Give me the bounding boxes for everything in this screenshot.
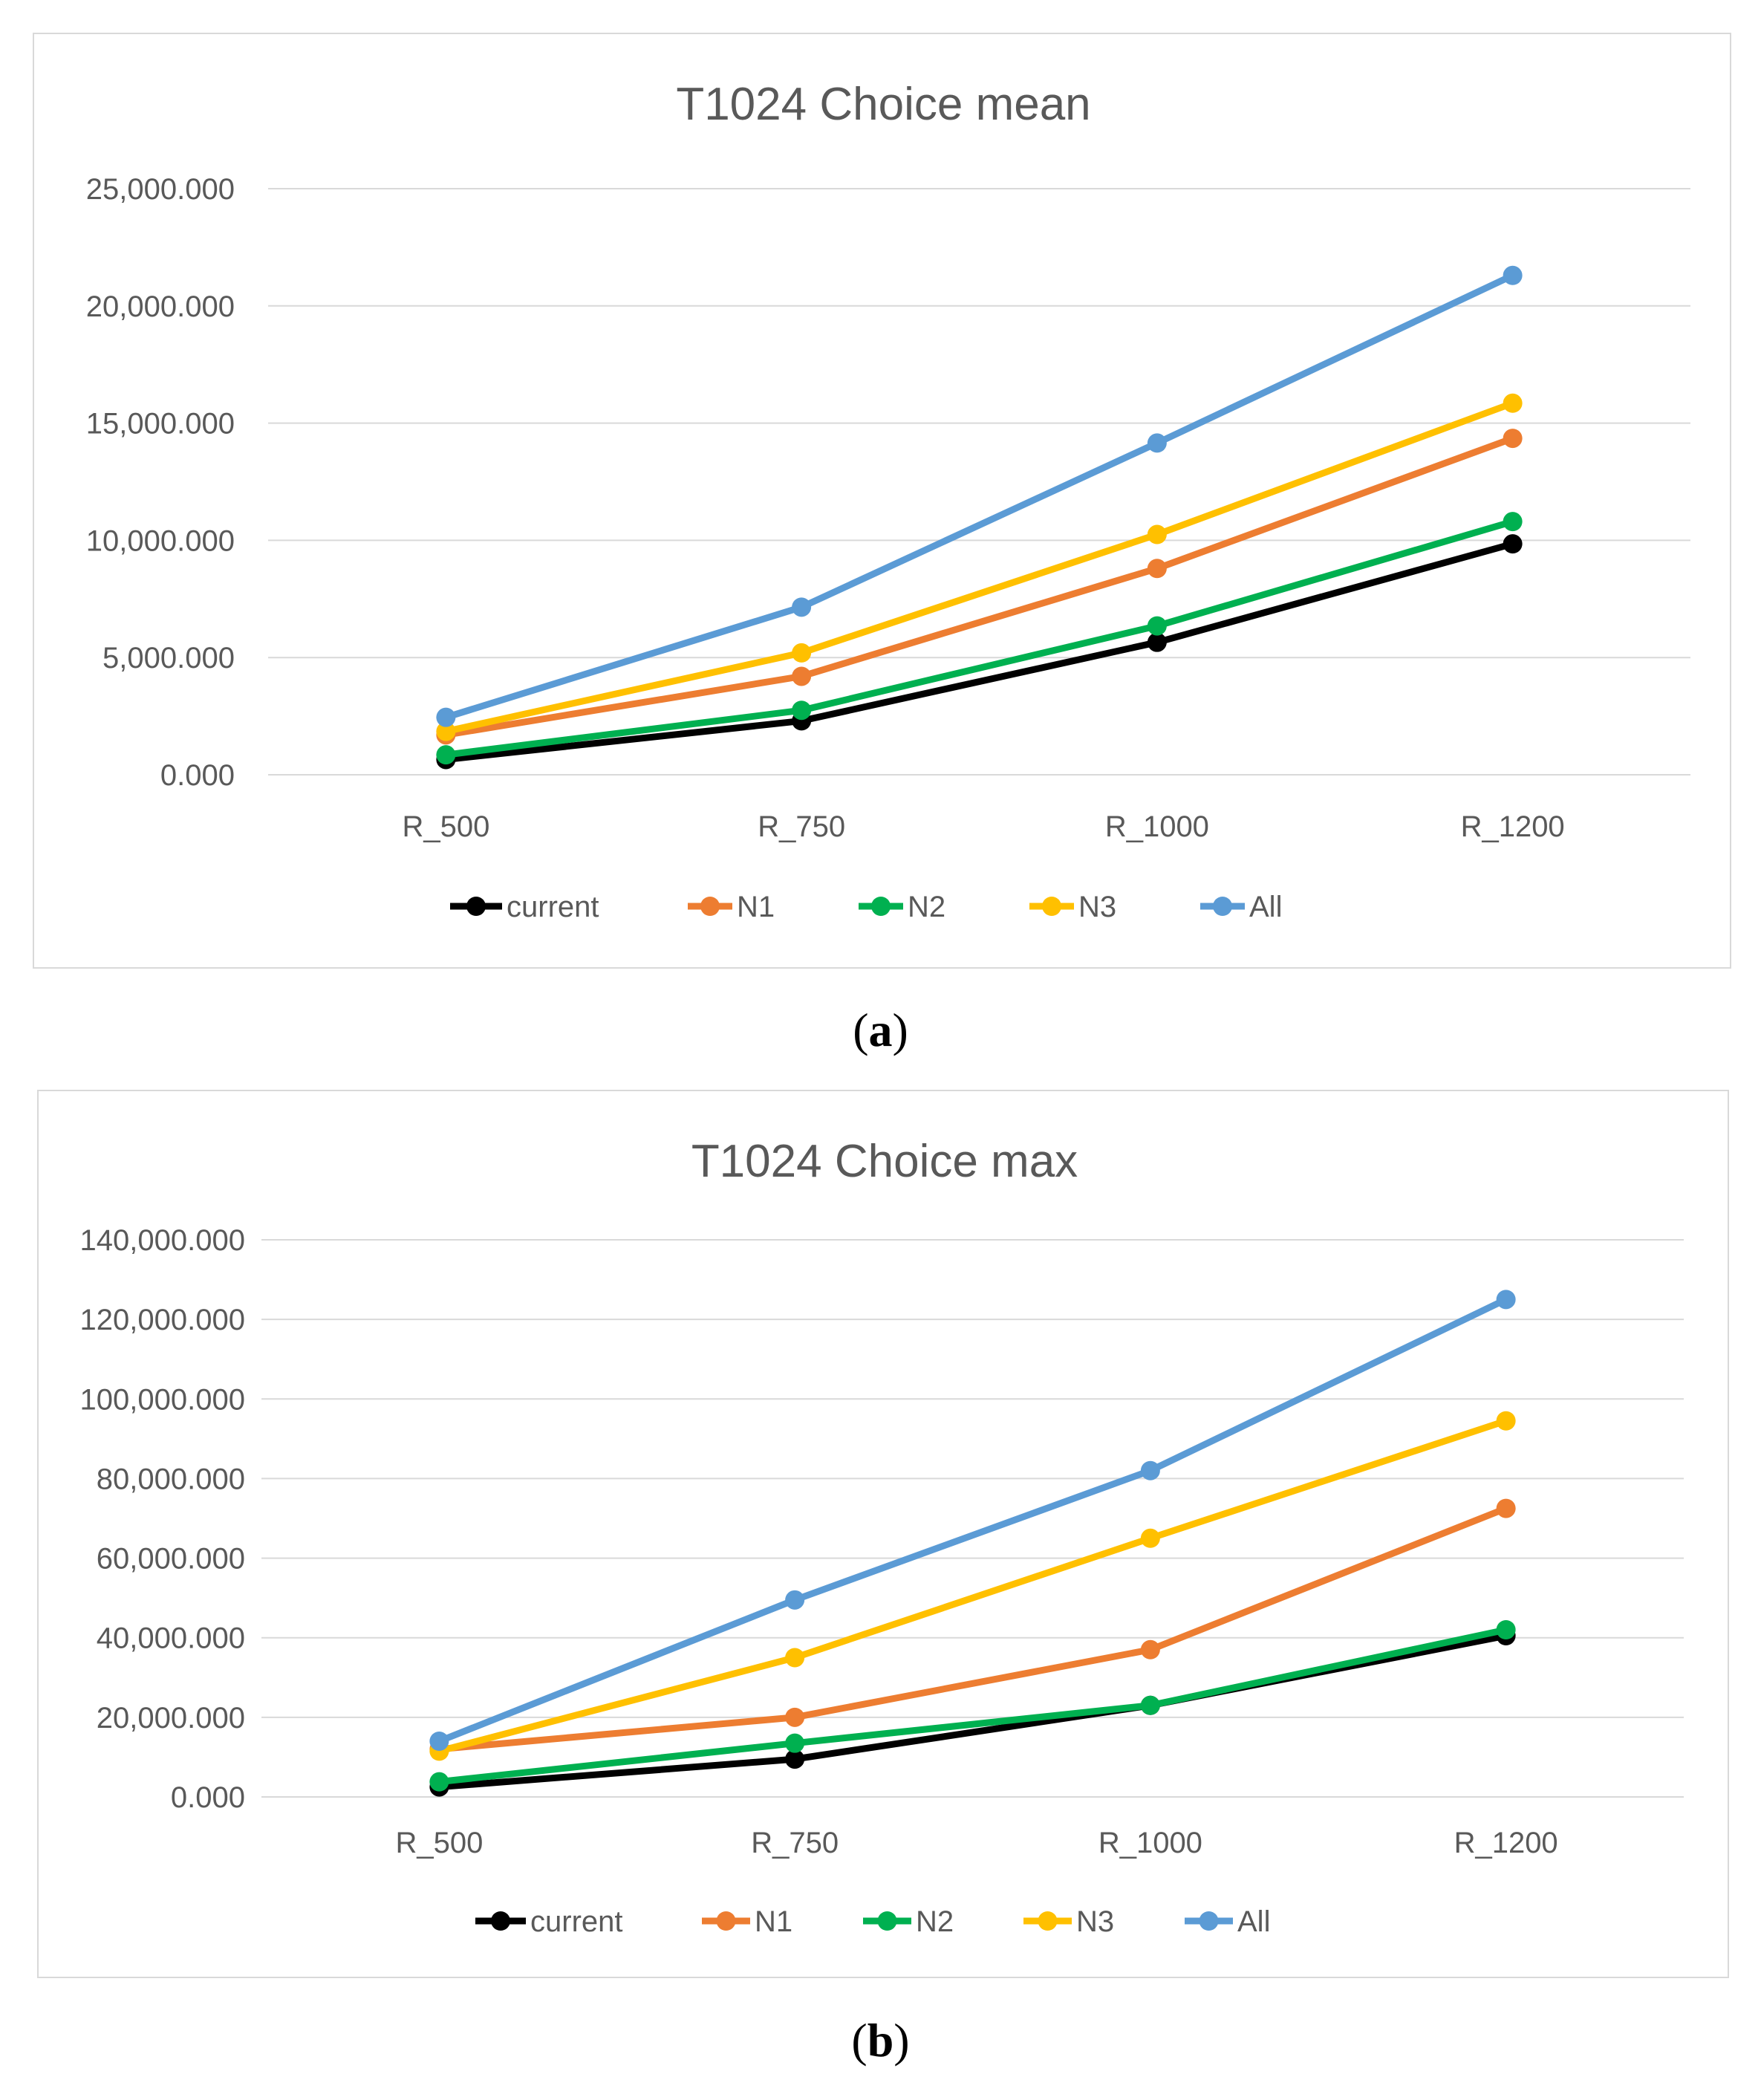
chart-b-legend-marker: [491, 1911, 510, 1931]
caption-b-letter: b: [867, 2014, 894, 2067]
chart-b-point-current: [785, 1749, 805, 1769]
chart-b-point-all: [1140, 1460, 1160, 1480]
chart-b-series-line-n2: [438, 1626, 1507, 1786]
chart-b-y-tick-label: 140,000.000: [80, 1224, 245, 1257]
chart-a-point-n2: [1503, 512, 1523, 532]
chart-a-legend-marker: [1042, 897, 1061, 916]
chart-b-legend-label: All: [1237, 1905, 1270, 1938]
chart-a-legend-label: All: [1249, 891, 1282, 923]
chart-b-series-line-n1: [438, 1505, 1508, 1753]
chart-a-y-tick-label: 15,000.000: [86, 408, 235, 441]
chart-a-title: T1024 Choice mean: [676, 79, 1090, 130]
chart-a-point-n3: [436, 721, 456, 741]
chart-a-series-line-n3: [445, 400, 1514, 735]
chart-a-point-n2: [436, 745, 456, 765]
chart-a-legend-label: N1: [737, 891, 775, 923]
chart-b-x-tick-label: R_1200: [1454, 1827, 1558, 1859]
chart-a-point-n1: [1147, 559, 1167, 579]
chart-panel-a: T1024 Choice mean 0.000 5,000.000 10,000.00…: [33, 33, 1731, 969]
chart-a-point-n2: [792, 700, 812, 721]
chart-a-series-line-n2: [445, 518, 1514, 758]
chart-b-point-n3: [785, 1648, 805, 1668]
chart-a-x-tick-label: R_750: [758, 810, 845, 843]
chart-b-legend-marker: [1199, 1911, 1219, 1931]
chart-a-y-tick-label: 25,000.000: [86, 173, 235, 206]
chart-a-point-all: [1147, 433, 1167, 453]
chart-b-point-all: [1496, 1290, 1516, 1310]
chart-a-point-current: [1503, 534, 1523, 554]
chart-b-svg: T1024 Choice max 0.000 20,000.000 40,000.00…: [80, 1136, 1684, 1938]
chart-b-point-n2: [429, 1772, 449, 1792]
chart-b-point-n1: [1496, 1498, 1516, 1518]
chart-a-legend-marker: [871, 897, 891, 916]
chart-a-x-tick-label: R_1000: [1105, 810, 1209, 843]
chart-a-point-current: [1147, 632, 1167, 652]
chart-a-point-all: [436, 707, 456, 727]
caption-a-letter: a: [868, 1004, 893, 1056]
chart-b-y-tick-label: 80,000.000: [97, 1463, 245, 1495]
chart-b-point-n2: [1496, 1620, 1516, 1639]
chart-b-y-tick-label: 0.000: [171, 1781, 245, 1814]
caption-b: (b): [851, 2014, 910, 2067]
chart-a-legend-label: current: [507, 891, 599, 923]
chart-a-x-tick-label: R_500: [402, 810, 489, 843]
chart-b-y-tick-label: 40,000.000: [97, 1622, 245, 1655]
chart-b-point-n3: [1496, 1411, 1516, 1431]
chart-a-point-n2: [1147, 616, 1167, 636]
chart-b-y-tick-label: 100,000.000: [80, 1383, 245, 1416]
chart-a-point-n3: [792, 643, 812, 663]
chart-b-y-tick-label: 120,000.000: [80, 1304, 245, 1336]
chart-b-legend-label: N3: [1076, 1905, 1114, 1938]
chart-a-point-n3: [1147, 524, 1167, 544]
chart-b-legend-label: current: [530, 1905, 623, 1938]
chart-b-legend-marker: [716, 1911, 736, 1931]
chart-b-series-line-all: [437, 1296, 1508, 1745]
chart-b-legend-marker: [1038, 1911, 1058, 1931]
caption-a: (a): [853, 1004, 908, 1056]
chart-a-x-tick-label: R_1200: [1461, 810, 1565, 843]
chart-a-legend-marker: [1213, 897, 1232, 916]
chart-a-point-all: [792, 597, 812, 617]
chart-b-legend-label: N2: [916, 1905, 954, 1938]
chart-b-title: T1024 Choice max: [691, 1136, 1078, 1187]
chart-b-y-tick-label: 20,000.000: [97, 1702, 245, 1735]
chart-a-y-tick-label: 20,000.000: [86, 290, 235, 323]
chart-a-svg: T1024 Choice mean 0.000 5,000.000 10,000.00…: [86, 79, 1690, 923]
chart-b-x-tick-label: R_1000: [1098, 1827, 1202, 1859]
chart-b-point-all: [429, 1732, 449, 1751]
chart-a-y-tick-label: 10,000.000: [86, 524, 235, 557]
chart-b-y-tick-label: 60,000.000: [97, 1543, 245, 1576]
chart-a-legend-label: N3: [1078, 891, 1116, 923]
chart-b-point-n1: [1140, 1639, 1160, 1659]
chart-a-legend-marker: [700, 897, 720, 916]
chart-b-x-tick-label: R_500: [395, 1827, 483, 1859]
chart-a-point-n1: [792, 666, 812, 686]
chart-b-legend-marker: [877, 1911, 897, 1931]
chart-a-y-tick-label: 0.000: [160, 759, 235, 792]
chart-a-point-n3: [1503, 393, 1523, 413]
chart-a-point-n1: [1503, 429, 1523, 449]
chart-b-point-n1: [785, 1707, 805, 1727]
chart-b-x-tick-label: R_750: [751, 1827, 839, 1859]
chart-a-y-tick-label: 5,000.000: [102, 642, 235, 674]
chart-a-series-line-current: [445, 540, 1514, 763]
chart-a-series-line-all: [445, 272, 1514, 721]
chart-a-legend-marker: [466, 897, 486, 916]
chart-b-point-n2: [1140, 1695, 1160, 1715]
chart-a-point-all: [1503, 265, 1523, 285]
chart-b-point-n2: [785, 1733, 805, 1753]
chart-a-legend-label: N2: [908, 891, 945, 923]
chart-a-series-line-n1: [445, 435, 1514, 738]
chart-b-point-all: [785, 1590, 805, 1610]
chart-b-series-line-n3: [438, 1417, 1508, 1755]
chart-b-point-n3: [1140, 1528, 1160, 1548]
chart-panel-b: T1024 Choice max 0.000 20,000.000 40,000.00…: [37, 1090, 1729, 1978]
chart-b-legend-label: N1: [755, 1905, 792, 1938]
